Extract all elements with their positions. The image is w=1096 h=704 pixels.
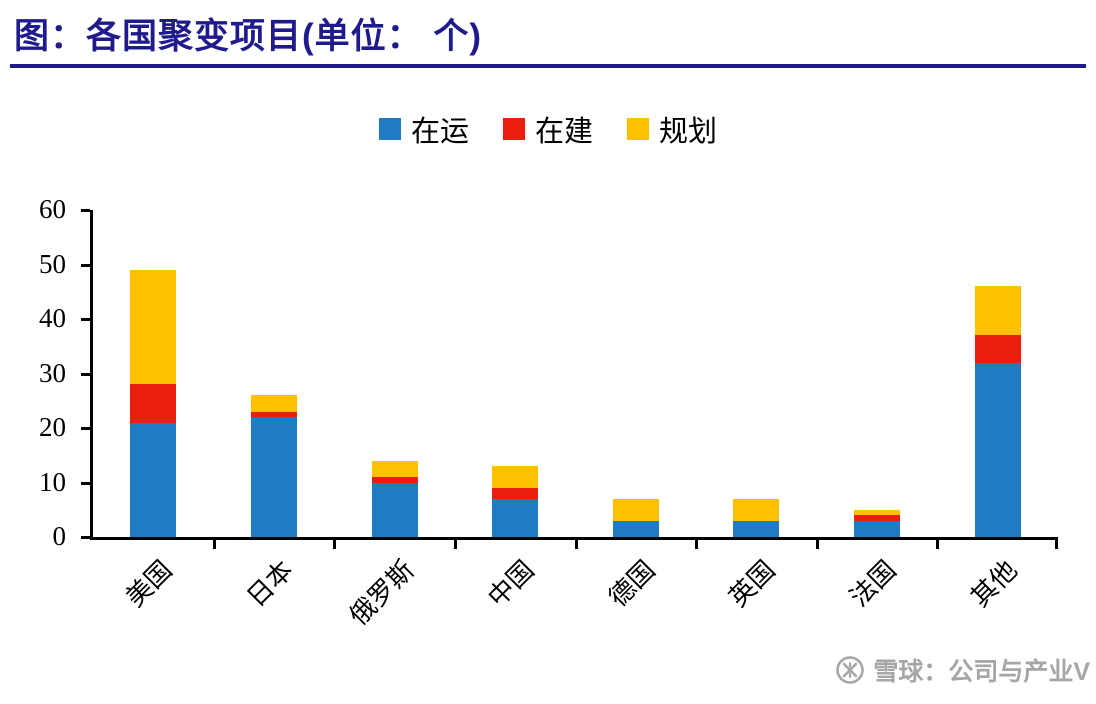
- y-axis-tick-label: 10: [39, 466, 66, 497]
- x-axis-tick-mark: [936, 540, 940, 549]
- chart-legend: 在运 在建 规划: [0, 108, 1096, 150]
- bar-segment-在运: [250, 417, 297, 537]
- bar-segment-在运: [733, 520, 780, 537]
- bar-stack: [250, 395, 297, 537]
- y-axis-tick-mark: [81, 481, 90, 485]
- x-axis-label: 中国: [482, 555, 540, 613]
- title-underline: [10, 64, 1086, 68]
- plot-area: 美国 日本 俄罗斯 中国 德国 英国 法国 其他: [81, 209, 1058, 631]
- x-axis-label: 俄罗斯: [343, 555, 420, 631]
- bar-segment-在建: [492, 487, 539, 499]
- bar-segment-在建: [974, 335, 1021, 363]
- bar-segment-在建: [130, 384, 177, 423]
- x-axis-label: 美国: [120, 555, 179, 613]
- legend-swatch-0: [378, 118, 401, 140]
- bar-segment-在建: [250, 411, 297, 418]
- bar-stack: [854, 509, 901, 537]
- y-axis-tick-mark: [81, 427, 90, 430]
- bar-stack: [974, 286, 1021, 537]
- watermark: 雪球：公司与产业V: [835, 652, 1090, 688]
- y-axis-tick-label: 20: [39, 412, 66, 442]
- x-axis-tick-mark: [695, 540, 699, 549]
- bar-segment-在运: [130, 422, 177, 537]
- y-axis-tick-mark: [81, 318, 90, 321]
- xueqiu-logo-icon: [836, 656, 865, 684]
- bar-segment-在运: [854, 520, 901, 537]
- bar-segment-在建: [854, 515, 901, 521]
- y-axis-tick-label: 0: [52, 521, 67, 551]
- x-axis-tick-mark: [212, 540, 216, 549]
- y-axis-tick-mark: [81, 536, 90, 539]
- y-axis-tick-label: 30: [39, 357, 66, 388]
- bar-segment-规划: [733, 498, 780, 521]
- y-axis-tick-label: 60: [39, 194, 66, 224]
- bar-stack: [733, 498, 780, 537]
- legend-swatch-2: [627, 118, 649, 140]
- bar-stack: [492, 466, 539, 537]
- y-axis-tick-mark: [81, 263, 90, 267]
- legend-item-under-construction: 在建: [502, 108, 593, 150]
- legend-label-under-construction: 在建: [534, 116, 593, 148]
- legend-item-operating: 在运: [378, 108, 469, 150]
- y-axis-tick-label: 40: [39, 303, 66, 333]
- bar-segment-规划: [371, 460, 418, 478]
- x-axis-label: 德国: [603, 555, 661, 613]
- legend-swatch-1: [502, 118, 525, 140]
- bar-segment-在运: [371, 482, 418, 537]
- bar-segment-在运: [492, 498, 539, 537]
- x-axis-tick-mark: [574, 540, 578, 549]
- legend-label-planned: 规划: [659, 116, 718, 148]
- y-axis-tick-mark: [81, 372, 90, 376]
- bar-segment-规划: [492, 466, 539, 488]
- bar-segment-在建: [371, 477, 418, 483]
- y-axis-tick-mark: [81, 209, 90, 212]
- watermark-text: 雪球：公司与产业V: [873, 658, 1090, 686]
- x-axis-label: 英国: [723, 555, 782, 613]
- bar-segment-在运: [612, 520, 659, 537]
- x-axis-tick-mark: [333, 540, 337, 549]
- y-axis-tick-label: 50: [39, 248, 66, 279]
- legend-label-operating: 在运: [410, 116, 469, 148]
- x-axis-tick-mark: [453, 540, 457, 549]
- bar-segment-规划: [130, 269, 177, 385]
- bar-segment-规划: [250, 395, 297, 412]
- bar-segment-规划: [612, 498, 659, 521]
- bar-stack: [371, 460, 418, 537]
- x-axis-label: 日本: [241, 555, 299, 613]
- chart-title: 图：各国聚变项目(单位： 个): [14, 17, 483, 56]
- bar-segment-规划: [854, 509, 901, 516]
- bar-stack: [612, 498, 659, 537]
- y-axis-labels: 0 10 20 30 40 50 60: [0, 196, 78, 550]
- bar-stack: [130, 269, 177, 537]
- x-axis-label: 其他: [965, 555, 1023, 613]
- legend-item-planned: 规划: [627, 108, 717, 150]
- bar-segment-规划: [974, 286, 1021, 336]
- x-axis-tick-mark: [1055, 540, 1058, 549]
- x-axis-label: 法国: [844, 555, 902, 613]
- x-axis-tick-mark: [815, 540, 819, 549]
- bar-segment-在运: [974, 362, 1021, 537]
